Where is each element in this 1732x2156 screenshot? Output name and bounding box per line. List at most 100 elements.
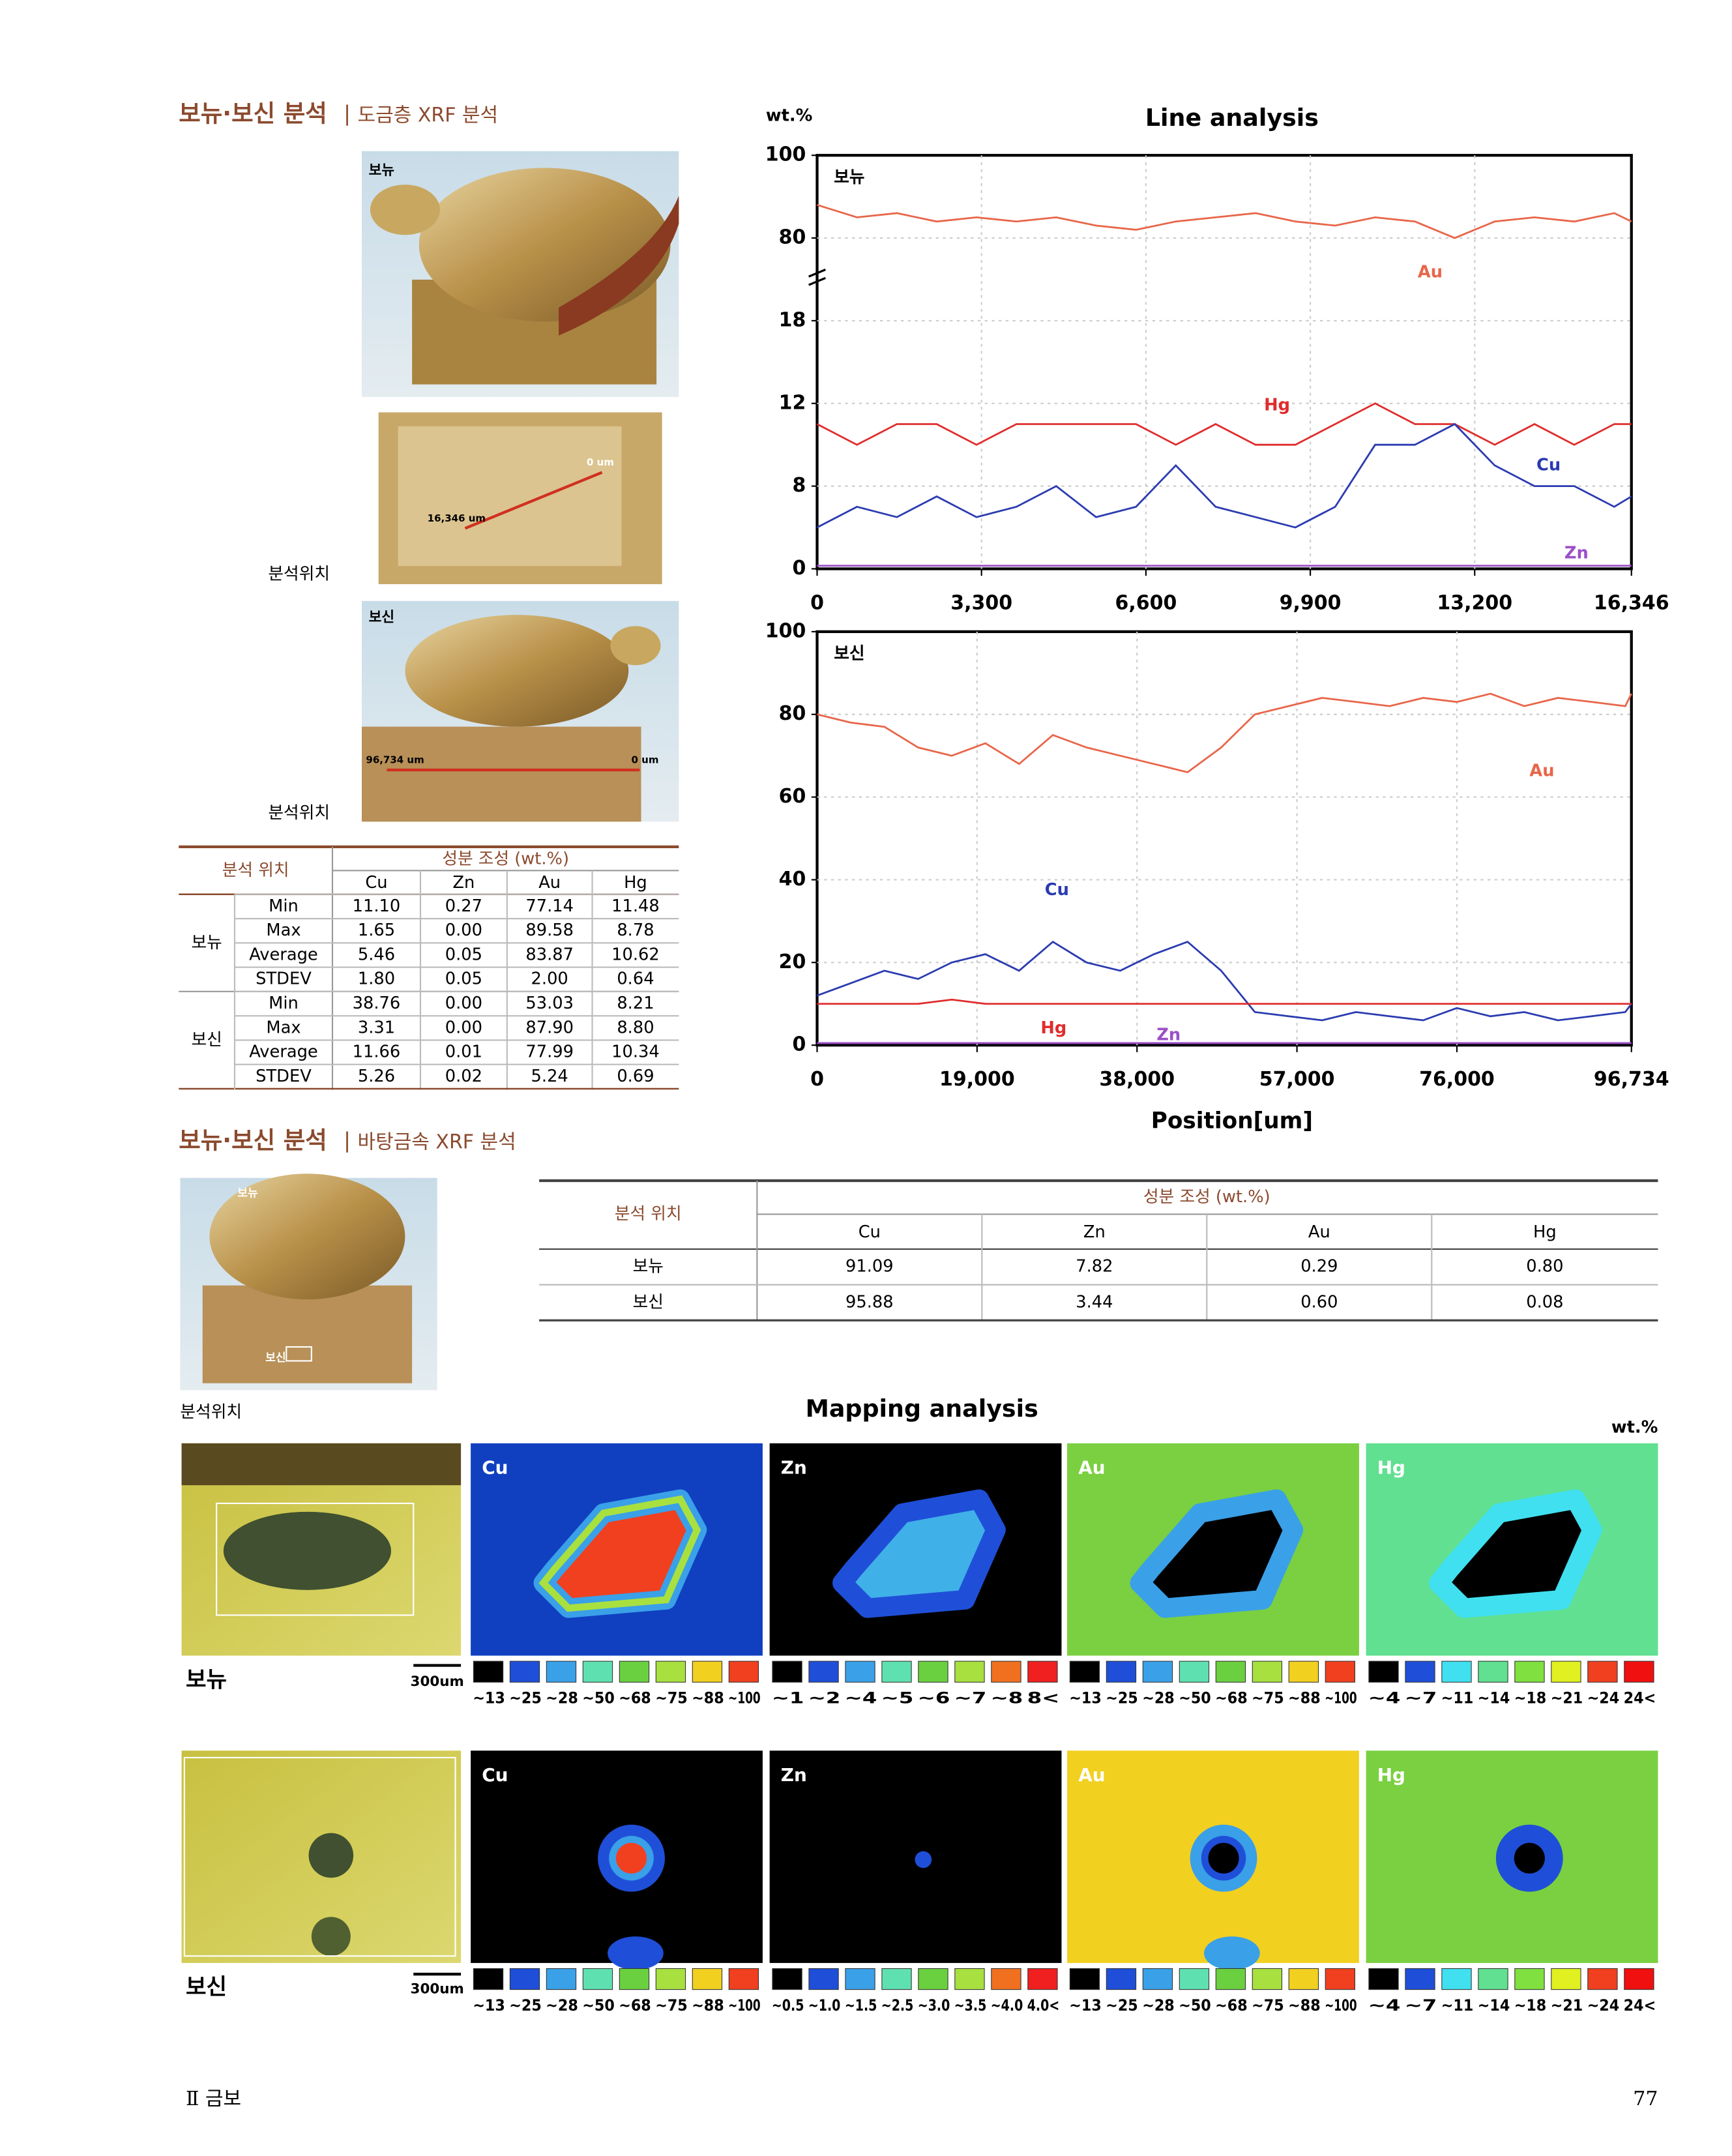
x-tick-label: 19,000 bbox=[939, 1068, 1015, 1091]
legend-label: ~13 bbox=[1069, 1996, 1102, 2015]
scan-label: 96,734 um bbox=[366, 754, 424, 766]
legend-swatch bbox=[1551, 1968, 1581, 1990]
series-label: Au bbox=[1418, 263, 1443, 282]
row-stat: STDEV bbox=[256, 1067, 312, 1086]
section-subtitle: 바탕금속 XRF 분석 bbox=[358, 1131, 516, 1154]
legend-label: ~7 bbox=[954, 1689, 987, 1707]
map-element-label: Zn bbox=[781, 1764, 807, 1786]
legend-label: ~7 bbox=[1405, 1689, 1437, 1707]
table-header: 분석 위치 bbox=[222, 861, 289, 880]
x-tick-label: 0 bbox=[810, 1068, 824, 1091]
table-cell: 1.80 bbox=[358, 969, 395, 989]
legend-label: ~25 bbox=[509, 1689, 542, 1707]
page-number: 77 bbox=[1633, 2088, 1658, 2110]
legend-label: ~13 bbox=[473, 1996, 505, 2015]
legend-label: ~2.5 bbox=[881, 1996, 914, 2015]
table-cell: 10.34 bbox=[611, 1042, 660, 1062]
map-spot bbox=[1514, 1842, 1545, 1874]
table-cell: 0.00 bbox=[445, 921, 482, 940]
legend-swatch bbox=[582, 1968, 613, 1990]
scale-label: 300um bbox=[411, 1674, 464, 1690]
column-header: Zn bbox=[1083, 1222, 1106, 1242]
legend-swatch bbox=[546, 1968, 577, 1990]
table-cell: 77.99 bbox=[525, 1042, 574, 1062]
table-cell: 0.69 bbox=[617, 1067, 654, 1086]
map-spot bbox=[1208, 1842, 1239, 1874]
legend-label: ~68 bbox=[619, 1996, 651, 2015]
legend-swatch bbox=[728, 1661, 759, 1683]
divider: | bbox=[344, 101, 351, 126]
legend-swatch bbox=[881, 1661, 912, 1683]
table-cell: 77.14 bbox=[525, 896, 574, 916]
map-spot bbox=[615, 1842, 647, 1874]
table-cell: 0.01 bbox=[445, 1042, 482, 1062]
row-stat: Max bbox=[266, 921, 301, 940]
table-cell: 0.60 bbox=[1300, 1292, 1338, 1312]
table-cell: 0.00 bbox=[445, 1018, 482, 1037]
row-label: 보신 bbox=[186, 1974, 227, 2000]
map-image bbox=[769, 1443, 1062, 1656]
legend-label: ~1 bbox=[772, 1689, 804, 1707]
y-tick-label: 40 bbox=[779, 868, 806, 891]
legend-swatch bbox=[1368, 1661, 1399, 1683]
table-cell: 3.31 bbox=[358, 1018, 395, 1037]
divider: | bbox=[344, 1128, 351, 1153]
chart-title: Line analysis bbox=[1145, 104, 1319, 132]
legend-label: ~50 bbox=[1179, 1689, 1211, 1707]
x-tick-label: 9,900 bbox=[1280, 592, 1342, 615]
legend-label: ~28 bbox=[546, 1689, 578, 1707]
legend-swatch bbox=[918, 1661, 948, 1683]
map-image bbox=[1067, 1750, 1359, 1970]
y-tick-label: 0 bbox=[792, 557, 806, 580]
x-axis-title: Position[um] bbox=[1151, 1108, 1313, 1134]
photo-label: 보뉴 bbox=[237, 1187, 258, 1200]
photo-scan-detail bbox=[378, 412, 662, 585]
legend-swatch bbox=[1624, 1661, 1654, 1683]
table-cell: 38.76 bbox=[353, 994, 401, 1013]
table-cell: 0.80 bbox=[1526, 1257, 1563, 1277]
legend-label: ~13 bbox=[1069, 1689, 1102, 1707]
legend-swatch bbox=[728, 1968, 759, 1990]
row-label: 보뉴 bbox=[633, 1257, 664, 1277]
legend-label: ~75 bbox=[655, 1996, 688, 2015]
map-element-label: Cu bbox=[482, 1764, 508, 1786]
table-header: 분석 위치 bbox=[615, 1204, 682, 1224]
scan-label: 16,346 um bbox=[428, 512, 486, 524]
row-group: 보뉴 bbox=[191, 933, 222, 952]
legend-swatch bbox=[991, 1968, 1021, 1990]
micro-photo-bosin bbox=[181, 1750, 462, 1963]
legend-label: ~25 bbox=[1106, 1689, 1138, 1707]
legend-label: ~100 bbox=[1325, 1689, 1357, 1707]
legend-swatch bbox=[1179, 1968, 1210, 1990]
legend-swatch bbox=[1325, 1968, 1355, 1990]
series-label: Zn bbox=[1564, 543, 1589, 563]
table-cell: 11.66 bbox=[353, 1042, 401, 1062]
photo-label: 보신 bbox=[265, 1351, 286, 1365]
legend-swatch bbox=[1069, 1968, 1100, 1990]
legend-swatch bbox=[655, 1661, 686, 1683]
table-cell: 0.02 bbox=[445, 1067, 482, 1086]
legend-label: ~21 bbox=[1551, 1996, 1583, 2015]
row-stat: STDEV bbox=[256, 969, 312, 989]
y-tick-label: 0 bbox=[792, 1033, 806, 1056]
table-cell: 89.58 bbox=[525, 921, 574, 940]
y-tick-label: 20 bbox=[779, 951, 806, 973]
legend-label: ~28 bbox=[546, 1996, 578, 2015]
map-element-label: Zn bbox=[781, 1456, 807, 1478]
legend-swatch bbox=[918, 1968, 948, 1990]
map-image bbox=[1067, 1443, 1359, 1656]
legend-label: ~4 bbox=[1368, 1996, 1401, 2015]
data-line bbox=[816, 422, 1632, 529]
legend-label: ~75 bbox=[1252, 1996, 1284, 2015]
table-cell: 0.05 bbox=[445, 969, 482, 989]
map-region bbox=[832, 1489, 1006, 1618]
table-cell: 11.48 bbox=[611, 896, 660, 916]
legend-label: ~50 bbox=[582, 1689, 615, 1707]
table-cell: 5.46 bbox=[358, 945, 395, 964]
table-header: 성분 조성 (wt.%) bbox=[442, 849, 569, 869]
plot-frame bbox=[815, 630, 1633, 1047]
legend-label: ~3.0 bbox=[918, 1996, 950, 2015]
column-header: Hg bbox=[624, 873, 647, 893]
legend-label: ~4 bbox=[1368, 1689, 1401, 1707]
legend-swatch bbox=[1027, 1968, 1058, 1990]
